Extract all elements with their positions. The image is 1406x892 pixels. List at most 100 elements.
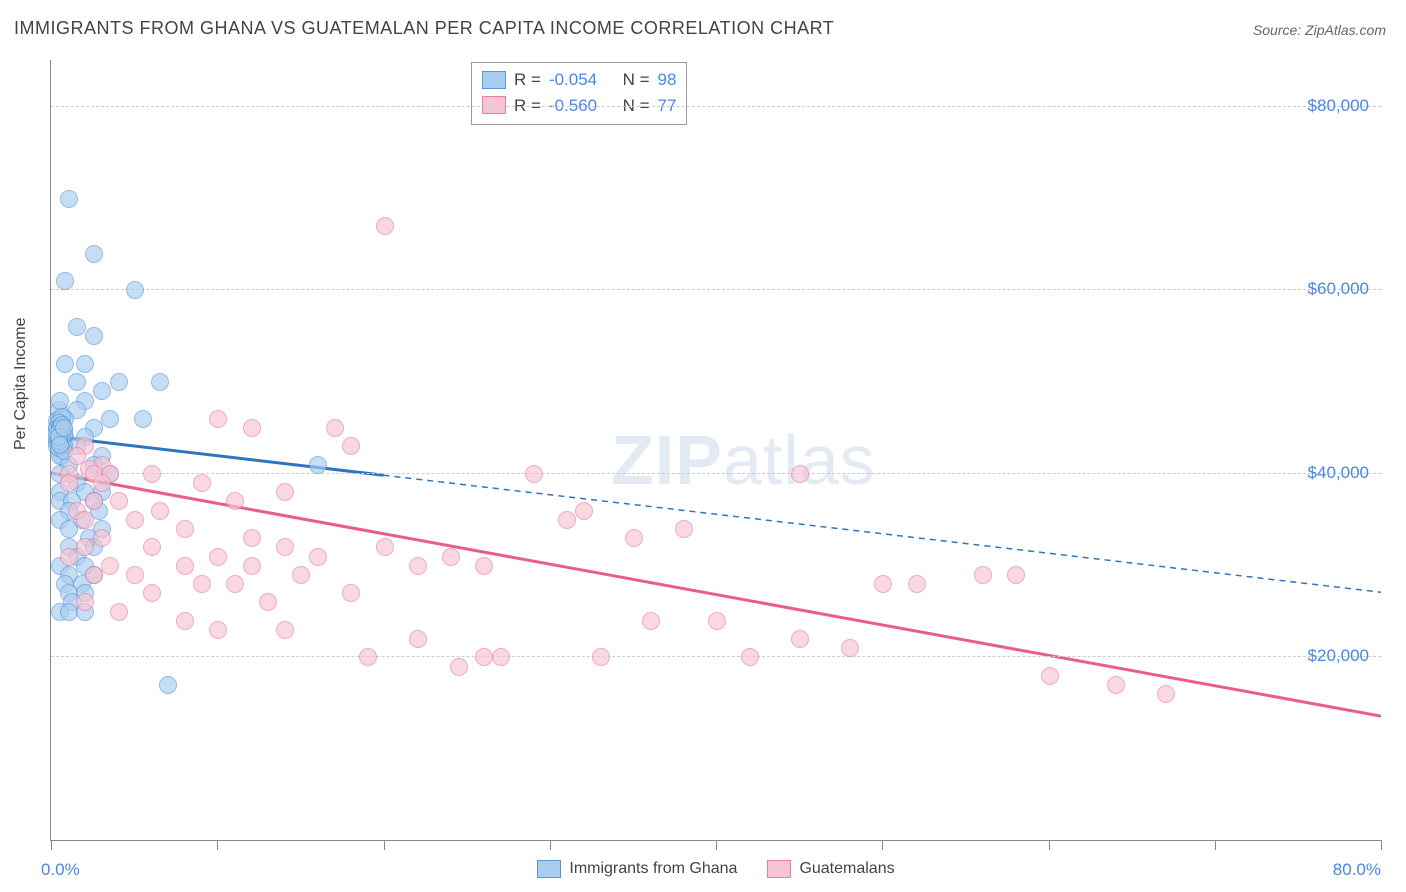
data-point-ghana <box>85 327 103 345</box>
x-tick <box>1049 840 1050 850</box>
watermark: ZIPatlas <box>611 420 876 500</box>
data-point-ghana <box>68 318 86 336</box>
x-tick <box>217 840 218 850</box>
data-point-guat <box>209 548 227 566</box>
gridline <box>51 289 1381 290</box>
data-point-guat <box>1007 566 1025 584</box>
data-point-ghana <box>76 355 94 373</box>
data-point-guat <box>1107 676 1125 694</box>
x-tick <box>51 840 52 850</box>
data-point-guat <box>558 511 576 529</box>
y-tick-label: $40,000 <box>1308 463 1369 483</box>
data-point-guat <box>475 557 493 575</box>
data-point-ghana <box>134 410 152 428</box>
data-point-guat <box>592 648 610 666</box>
data-point-ghana <box>51 392 69 410</box>
r-value-ghana: -0.054 <box>549 67 597 93</box>
data-point-ghana <box>56 355 74 373</box>
data-point-ghana <box>85 245 103 263</box>
data-point-guat <box>243 529 261 547</box>
data-point-guat <box>376 217 394 235</box>
data-point-ghana <box>51 436 69 454</box>
data-point-guat <box>143 584 161 602</box>
data-point-guat <box>276 483 294 501</box>
chart-container: IMMIGRANTS FROM GHANA VS GUATEMALAN PER … <box>0 0 1406 892</box>
data-point-guat <box>1157 685 1175 703</box>
data-point-guat <box>708 612 726 630</box>
data-point-guat <box>376 538 394 556</box>
gridline <box>51 106 1381 107</box>
gridline <box>51 656 1381 657</box>
legend-swatch-guat <box>767 860 791 878</box>
trend-lines-layer <box>51 60 1381 840</box>
data-point-guat <box>525 465 543 483</box>
data-point-guat <box>642 612 660 630</box>
x-tick <box>384 840 385 850</box>
data-point-guat <box>243 557 261 575</box>
x-tick <box>716 840 717 850</box>
data-point-guat <box>841 639 859 657</box>
data-point-guat <box>193 474 211 492</box>
data-point-guat <box>176 557 194 575</box>
data-point-guat <box>409 630 427 648</box>
legend-bottom: Immigrants from Ghana Guatemalans <box>51 860 1381 878</box>
data-point-guat <box>209 621 227 639</box>
y-tick-label: $20,000 <box>1308 646 1369 666</box>
n-label: N = <box>623 67 650 93</box>
data-point-guat <box>110 603 128 621</box>
plot-area: ZIPatlas R = -0.054 N = 98 R = -0.560 N … <box>50 60 1381 841</box>
data-point-ghana <box>101 410 119 428</box>
data-point-guat <box>575 502 593 520</box>
x-tick <box>882 840 883 850</box>
y-axis-label: Per Capita Income <box>12 317 30 450</box>
chart-title: IMMIGRANTS FROM GHANA VS GUATEMALAN PER … <box>14 18 834 39</box>
data-point-guat <box>110 492 128 510</box>
data-point-guat <box>176 520 194 538</box>
x-axis-min-label: 0.0% <box>41 860 80 880</box>
data-point-guat <box>359 648 377 666</box>
data-point-guat <box>85 566 103 584</box>
data-point-ghana <box>56 272 74 290</box>
data-point-guat <box>209 410 227 428</box>
data-point-ghana <box>55 419 73 437</box>
data-point-guat <box>76 511 94 529</box>
data-point-guat <box>276 538 294 556</box>
data-point-guat <box>176 612 194 630</box>
correlation-stats-box: R = -0.054 N = 98 R = -0.560 N = 77 <box>471 62 687 125</box>
data-point-guat <box>475 648 493 666</box>
x-tick <box>1381 840 1382 850</box>
data-point-ghana <box>60 603 78 621</box>
legend-swatch-ghana <box>537 860 561 878</box>
legend-label-ghana: Immigrants from Ghana <box>569 860 737 878</box>
data-point-ghana <box>159 676 177 694</box>
data-point-ghana <box>60 190 78 208</box>
stat-row-ghana: R = -0.054 N = 98 <box>482 67 676 93</box>
data-point-guat <box>342 584 360 602</box>
data-point-ghana <box>309 456 327 474</box>
data-point-guat <box>1041 667 1059 685</box>
data-point-guat <box>741 648 759 666</box>
data-point-guat <box>151 502 169 520</box>
data-point-guat <box>76 538 94 556</box>
gridline <box>51 473 1381 474</box>
data-point-guat <box>226 492 244 510</box>
data-point-guat <box>101 557 119 575</box>
x-axis-max-label: 80.0% <box>1333 860 1381 880</box>
data-point-guat <box>243 419 261 437</box>
data-point-guat <box>625 529 643 547</box>
data-point-guat <box>342 437 360 455</box>
watermark-zip: ZIP <box>611 421 723 499</box>
data-point-guat <box>309 548 327 566</box>
data-point-guat <box>143 538 161 556</box>
data-point-guat <box>675 520 693 538</box>
n-value-ghana: 98 <box>658 67 677 93</box>
data-point-guat <box>193 575 211 593</box>
legend-label-guat: Guatemalans <box>799 860 894 878</box>
data-point-guat <box>974 566 992 584</box>
data-point-guat <box>908 575 926 593</box>
y-tick-label: $60,000 <box>1308 279 1369 299</box>
source-attribution: Source: ZipAtlas.com <box>1253 22 1386 38</box>
data-point-guat <box>409 557 427 575</box>
data-point-ghana <box>110 373 128 391</box>
data-point-guat <box>60 474 78 492</box>
